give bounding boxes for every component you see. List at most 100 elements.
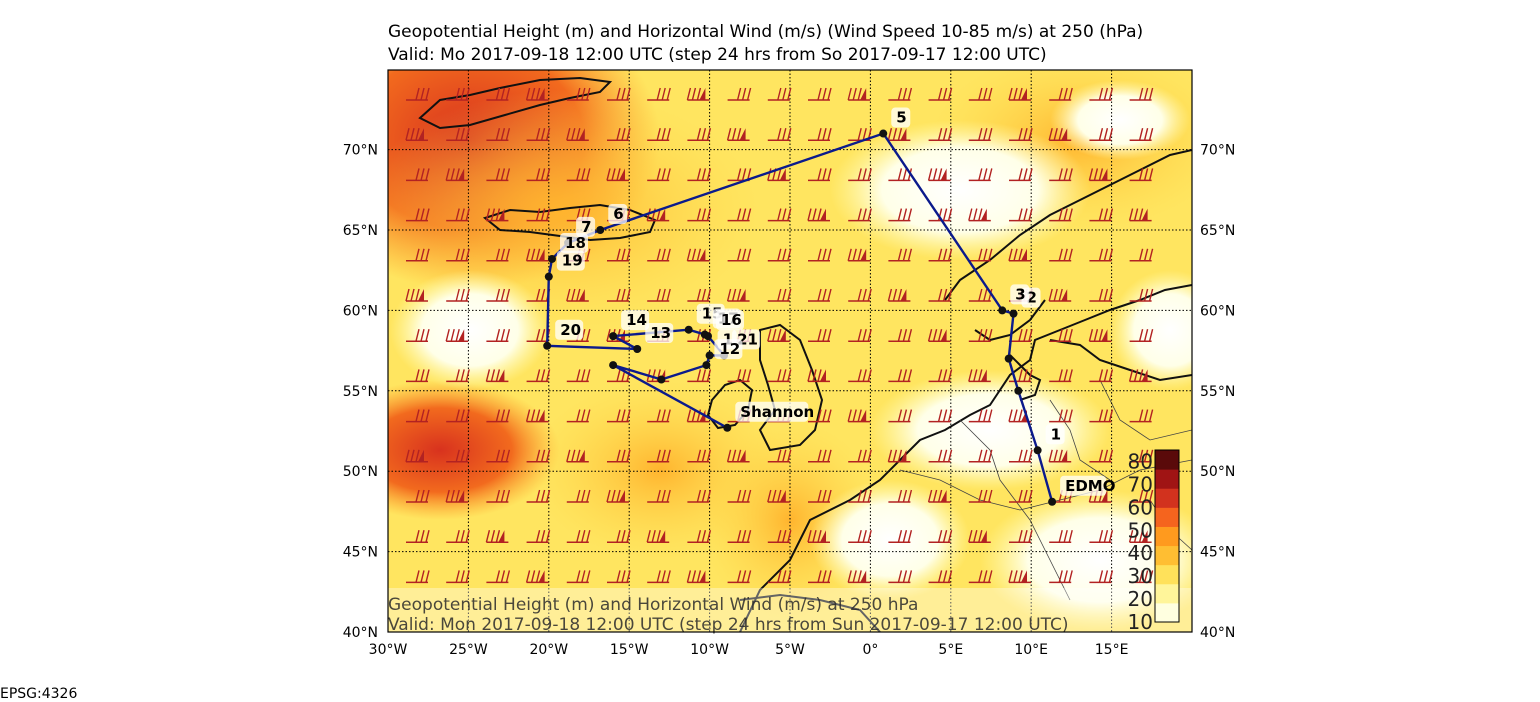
wind-barb [405,449,428,463]
wind-barb [1089,248,1114,262]
overlay-caption: Geopotential Height (m) and Horizontal W… [388,588,1192,635]
greenland-coast [418,76,613,130]
waypoint-label: Shannon [740,403,814,421]
waypoint-marker [1033,446,1042,455]
wind-barb [727,489,752,503]
wind-barb [526,128,551,141]
wind-barb [968,168,993,182]
wind-barb [647,288,671,302]
wind-barb [686,570,710,584]
wind-barb [968,369,991,383]
wind-barb [526,489,551,503]
axis-tick-labels: 30°W 25°W 20°W 15°W 10°W 5°W 0° 5°E 10°E 15°E 40°N… [343,143,1236,658]
waypoint-marker [609,332,618,341]
wind-barb [1009,128,1033,141]
wind-barb [406,369,430,383]
lat-tick-label-left: 40°N [343,625,378,641]
wind-barb [888,570,913,584]
lon-tick-label: 15°E [1095,642,1129,658]
waypoint-marker [684,325,693,334]
wind-barb [1129,570,1154,584]
wind-barb [406,248,430,262]
wind-barb [446,369,470,383]
wind-barb [607,530,631,543]
map-title-line-2: Valid: Mo 2017-09-18 12:00 UTC (step 24 … [388,45,1047,65]
waypoint-marker [998,306,1007,315]
wind-barb [1089,208,1114,222]
wind-barb [727,570,752,584]
wind-barb [1129,87,1154,101]
colorbar-tick-label: 60 [1128,495,1153,519]
wind-barb [687,128,712,141]
wind-barb [486,288,511,302]
waypoint-label: 5 [896,109,906,127]
wind-barb [406,87,430,101]
lat-tick-label-right: 55°N [1200,384,1235,400]
waypoint-label-box [891,107,911,128]
waypoint-marker [609,361,618,370]
wind-barb [445,489,469,503]
wind-barb [1048,128,1072,141]
wind-barb [1089,128,1114,141]
wind-barb [767,248,792,262]
wind-barb [566,530,591,543]
waypoint-label: 12 [719,340,740,358]
overlay-caption-line-1: Geopotential Height (m) and Horizontal W… [388,595,918,615]
waypoint-marker [1004,354,1013,363]
wind-barb [1089,87,1114,101]
wind-barb [847,409,871,423]
country-borders [899,379,1192,601]
wind-barb [767,449,792,463]
wind-barb [525,248,549,262]
wind-barb [808,329,832,342]
waypoint-label-box [621,310,650,331]
lon-tick-label: 5°W [775,642,805,658]
wind-barb [647,449,671,463]
wind-barb [1049,168,1073,182]
wind-barb [566,87,591,101]
colorbar-tick-label: 40 [1128,541,1153,565]
wind-barb [888,87,913,101]
wind-barb [606,489,629,503]
wind-barb [848,168,872,182]
wind-barb [526,369,551,383]
lat-tick-label-left: 50°N [343,464,378,480]
colorbar-segment [1155,469,1179,489]
flight-route: EDMO123567181920131415171621112Shannon [543,107,1115,506]
colorbar-segment [1155,545,1179,566]
wind-barb [767,329,790,342]
waypoint-marker [548,254,557,263]
wind-barb [687,208,712,222]
wind-barb [526,208,551,222]
colorbar-segment [1155,564,1179,585]
plot-frame [387,69,1193,633]
wind-barb [1128,369,1152,383]
wind-barb [1009,449,1033,463]
lat-tick-label-right: 60°N [1200,303,1235,319]
wind-barb [687,168,712,182]
wind-barb [888,489,913,503]
wind-barb [646,530,670,543]
waypoint-label: 20 [560,321,581,339]
wind-barb [647,409,671,423]
wind-barb [888,248,913,262]
colorbar-frame [1154,449,1180,623]
wind-barb [928,208,953,222]
wind-barb [1129,288,1154,302]
wind-barbs [405,87,1154,584]
wind-barb [1009,489,1033,503]
wind-barb [1049,208,1073,222]
wind-barb [687,288,712,302]
wind-barb [1129,168,1154,182]
lat-tick-label-left: 45°N [343,545,378,561]
wind-barb [848,489,872,503]
wind-barb [1129,409,1154,423]
wind-barb [647,489,671,503]
waypoint-label: 19 [562,252,583,270]
wind-barb [486,489,511,503]
waypoint-label-box [608,204,628,224]
iberia-coast [739,593,881,632]
wind-barb [727,208,752,222]
